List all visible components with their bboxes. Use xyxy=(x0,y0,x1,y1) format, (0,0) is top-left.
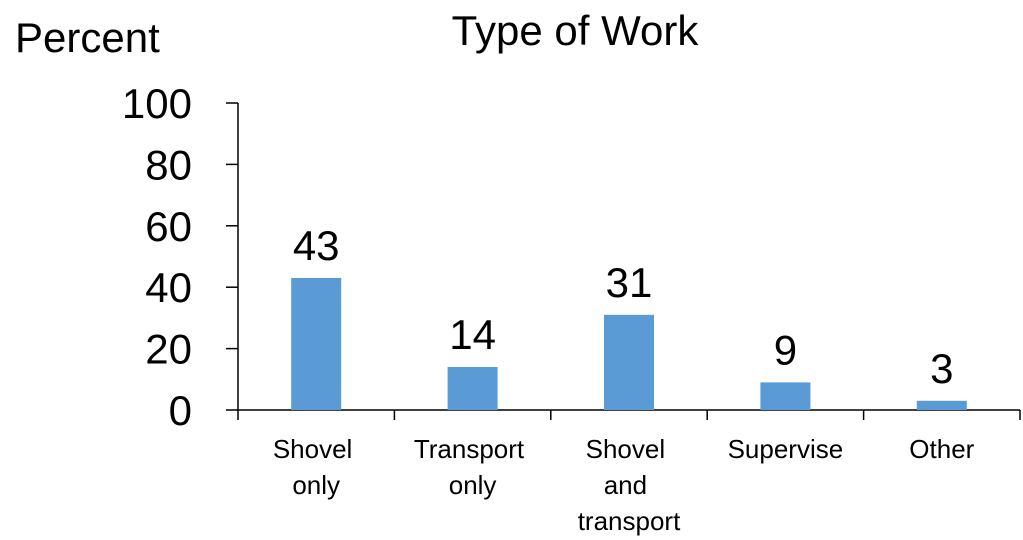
y-tick-label: 0 xyxy=(169,387,192,434)
data-label: 31 xyxy=(606,259,653,306)
x-tick-label: Shovel only xyxy=(273,434,360,500)
bar xyxy=(760,382,811,410)
y-tick-label: 20 xyxy=(145,326,192,373)
data-label: 43 xyxy=(293,222,340,269)
bar xyxy=(604,314,654,410)
data-label: 9 xyxy=(774,326,797,373)
chart-title: Type of Work xyxy=(452,7,700,54)
bar xyxy=(916,400,967,410)
bar xyxy=(291,277,342,410)
y-tick-label: 40 xyxy=(145,264,192,311)
x-tick-label: Shovel and transport xyxy=(578,434,681,536)
bar xyxy=(447,367,498,410)
x-tick-label: Transport only xyxy=(414,434,532,500)
x-tick-label: Supervise xyxy=(728,434,844,464)
x-tick-label: Other xyxy=(909,434,974,464)
y-axis-label: Percent xyxy=(15,14,160,61)
y-tick-label: 100 xyxy=(122,80,192,127)
y-tick-label: 60 xyxy=(145,203,192,250)
y-tick-label: 80 xyxy=(145,141,192,188)
data-label: 14 xyxy=(449,311,496,358)
data-label: 3 xyxy=(930,345,953,392)
